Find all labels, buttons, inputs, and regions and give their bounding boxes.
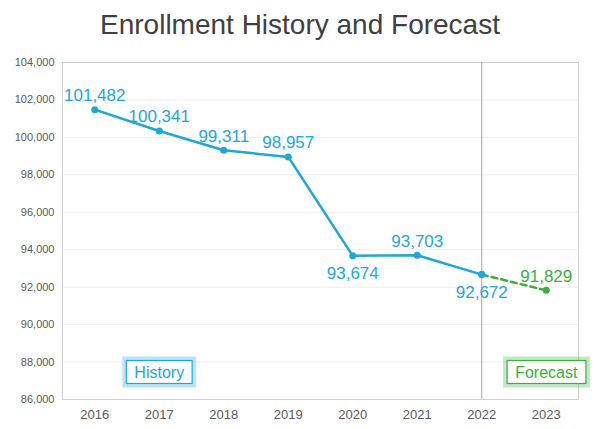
svg-text:93,674: 93,674 [327,264,379,283]
svg-text:Forecast: Forecast [515,364,578,381]
svg-text:96,000: 96,000 [21,206,55,218]
svg-text:2022: 2022 [467,407,496,422]
svg-text:100,341: 100,341 [129,107,190,126]
svg-text:100,000: 100,000 [15,131,55,143]
svg-text:94,000: 94,000 [21,243,55,255]
svg-text:93,703: 93,703 [391,232,443,251]
svg-text:2020: 2020 [338,407,367,422]
svg-text:98,957: 98,957 [262,133,314,152]
svg-text:90,000: 90,000 [21,318,55,330]
svg-text:2017: 2017 [145,407,174,422]
svg-text:2023: 2023 [532,407,561,422]
svg-text:2021: 2021 [403,407,432,422]
svg-text:88,000: 88,000 [21,356,55,368]
svg-text:92,672: 92,672 [456,283,508,302]
svg-text:101,482: 101,482 [64,86,125,105]
svg-text:2019: 2019 [274,407,303,422]
svg-text:104,000: 104,000 [15,56,55,68]
svg-text:86,000: 86,000 [21,393,55,405]
svg-text:98,000: 98,000 [21,168,55,180]
svg-text:2016: 2016 [80,407,109,422]
svg-text:92,000: 92,000 [21,281,55,293]
html-text:Enrollment History and Forecas: Enrollment History and Forecast [100,9,500,40]
svg-text:102,000: 102,000 [15,93,55,105]
svg-text:2018: 2018 [209,407,238,422]
svg-text:History: History [134,364,184,381]
svg-text:99,311: 99,311 [198,127,249,146]
svg-text:91,829: 91,829 [520,267,572,286]
